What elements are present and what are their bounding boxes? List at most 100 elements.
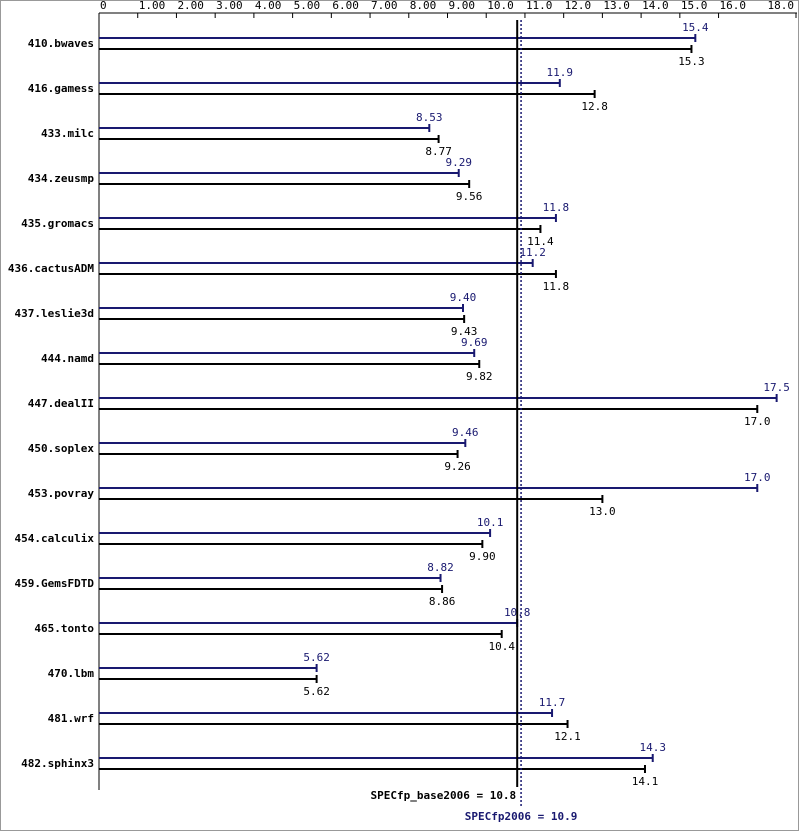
- value-label: 8.82: [427, 561, 454, 574]
- category-label: 481.wrf: [48, 712, 94, 725]
- value-label: 11.4: [527, 235, 554, 248]
- bar: [99, 307, 463, 309]
- value-label: 17.0: [744, 471, 771, 484]
- category-label: 437.leslie3d: [15, 307, 94, 320]
- bar: [99, 678, 317, 680]
- value-label: 12.8: [581, 100, 608, 113]
- bar: [99, 172, 459, 174]
- value-label: 11.8: [543, 201, 570, 214]
- value-label: 10.1: [477, 516, 504, 529]
- value-label: 5.62: [303, 651, 330, 664]
- bar: [99, 408, 758, 410]
- value-label: 9.82: [466, 370, 493, 383]
- category-label: 435.gromacs: [21, 217, 94, 230]
- x-tick-label: 18.0: [768, 0, 795, 12]
- value-label: 14.1: [632, 775, 659, 788]
- value-label: 17.5: [763, 381, 790, 394]
- bar: [99, 37, 696, 39]
- value-label: 9.69: [461, 336, 488, 349]
- value-label: 15.3: [678, 55, 705, 68]
- category-label: 482.sphinx3: [21, 757, 94, 770]
- value-label: 10.4: [488, 640, 515, 653]
- bar: [99, 82, 560, 84]
- bar: [99, 712, 553, 714]
- bar: [99, 352, 475, 354]
- x-tick-label: 16.0: [720, 0, 747, 12]
- x-tick-label: 9.00: [449, 0, 476, 12]
- bar: [99, 397, 777, 399]
- category-label: 465.tonto: [34, 622, 94, 635]
- value-label: 14.3: [639, 741, 666, 754]
- bar: [99, 48, 692, 50]
- x-tick-label: 12.0: [565, 0, 592, 12]
- bar: [99, 273, 556, 275]
- bar: [99, 498, 603, 500]
- bar: [99, 217, 556, 219]
- value-label: 5.62: [303, 685, 330, 698]
- bar: [99, 577, 441, 579]
- x-tick-label: 5.00: [294, 0, 321, 12]
- bar: [99, 633, 502, 635]
- value-label: 8.77: [425, 145, 452, 158]
- x-tick-label: 7.00: [371, 0, 398, 12]
- x-tick-label: 11.0: [526, 0, 553, 12]
- x-tick-label: 1.00: [139, 0, 166, 12]
- category-label: 444.namd: [41, 352, 94, 365]
- bar: [99, 363, 480, 365]
- value-label: 8.86: [429, 595, 456, 608]
- value-label: 9.40: [450, 291, 477, 304]
- value-label: 9.43: [451, 325, 478, 338]
- value-label: 9.46: [452, 426, 479, 439]
- bar: [99, 228, 541, 230]
- x-tick-label: 2.00: [177, 0, 204, 12]
- x-tick-label: 3.00: [216, 0, 243, 12]
- bar: [99, 262, 533, 264]
- category-label: 447.dealII: [28, 397, 94, 410]
- x-tick-label: 13.0: [603, 0, 630, 12]
- bar: [99, 183, 470, 185]
- bar: [99, 318, 465, 320]
- bar: [99, 588, 443, 590]
- bar: [99, 442, 466, 444]
- bar: [99, 93, 595, 95]
- bar: [99, 532, 491, 534]
- value-label: 13.0: [589, 505, 616, 518]
- x-tick-label: 14.0: [642, 0, 669, 12]
- reference-label: SPECfp2006 = 10.9: [465, 810, 578, 823]
- value-label: 9.29: [445, 156, 472, 169]
- category-label: 436.cactusADM: [8, 262, 94, 275]
- category-label: 416.gamess: [28, 82, 94, 95]
- value-label: 11.9: [547, 66, 574, 79]
- bar: [99, 127, 430, 129]
- bar: [99, 138, 439, 140]
- category-label: 470.lbm: [48, 667, 95, 680]
- value-label: 8.53: [416, 111, 443, 124]
- x-tick-label: 0: [100, 0, 107, 12]
- reference-label: SPECfp_base2006 = 10.8: [370, 789, 516, 802]
- value-label: 12.1: [554, 730, 581, 743]
- x-tick-label: 15.0: [681, 0, 708, 12]
- value-label: 11.8: [543, 280, 570, 293]
- bar: [99, 543, 483, 545]
- value-label: 11.7: [539, 696, 566, 709]
- value-label: 17.0: [744, 415, 771, 428]
- value-label: 9.56: [456, 190, 483, 203]
- bar: [99, 757, 653, 759]
- category-label: 434.zeusmp: [28, 172, 95, 185]
- category-label: 450.soplex: [28, 442, 95, 455]
- x-tick-label: 4.00: [255, 0, 282, 12]
- value-label: 11.2: [519, 246, 546, 259]
- x-tick-label: 10.0: [487, 0, 514, 12]
- bar: [99, 723, 568, 725]
- bar: [99, 622, 518, 624]
- bar: [99, 768, 645, 770]
- value-label: 9.90: [469, 550, 496, 563]
- category-label: 410.bwaves: [28, 37, 94, 50]
- category-label: 453.povray: [28, 487, 95, 500]
- bar: [99, 487, 758, 489]
- value-label: 15.4: [682, 21, 709, 34]
- x-tick-label: 8.00: [410, 0, 437, 12]
- bar: [99, 453, 458, 455]
